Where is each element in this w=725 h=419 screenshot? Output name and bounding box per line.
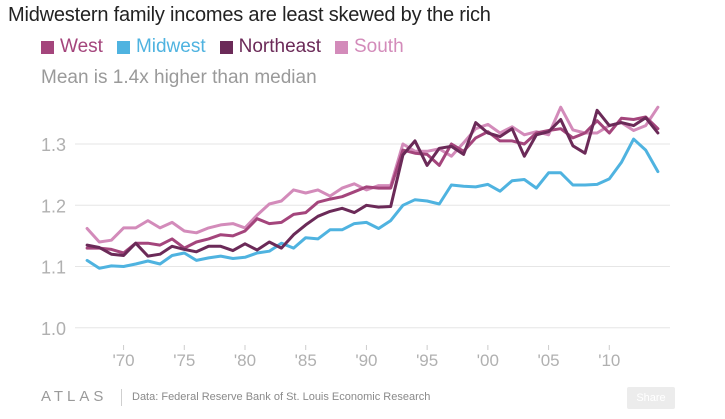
x-tick-label: '80 (234, 351, 256, 370)
series-line-midwest (85, 137, 660, 270)
y-tick-label: 1.0 (41, 319, 66, 339)
x-tick-label: '95 (416, 351, 438, 370)
legend-item-northeast[interactable]: Northeast (219, 36, 321, 58)
y-tick-label: 1.1 (41, 258, 66, 278)
legend-swatch-west (41, 40, 54, 54)
series-line-south (85, 105, 660, 244)
legend-item-midwest[interactable]: Midwest (116, 36, 206, 58)
x-tick-label: '75 (173, 351, 195, 370)
chart-subtitle: Mean is 1.4x higher than median (41, 67, 317, 88)
y-tick-label: 1.3 (41, 135, 66, 155)
series-line-west (85, 115, 660, 255)
legend-swatch-northeast (219, 40, 233, 54)
x-tick-label: '00 (477, 351, 499, 370)
legend-item-south[interactable]: South (335, 36, 404, 58)
x-tick-label: '85 (295, 351, 317, 370)
legend: West Midwest Northeast South (41, 36, 404, 58)
footer-divider (121, 389, 122, 406)
x-tick-label: '70 (112, 351, 134, 370)
legend-label-south: South (354, 36, 404, 57)
y-tick-label: 1.2 (41, 196, 66, 216)
footer: ATLAS Data: Federal Reserve Bank of St. … (0, 383, 725, 413)
x-tick-label: '10 (598, 351, 620, 370)
series-line-northeast (85, 108, 660, 258)
legend-swatch-south (335, 40, 348, 54)
share-button[interactable]: Share (627, 387, 675, 409)
source-note: Data: Federal Reserve Bank of St. Louis … (132, 391, 431, 403)
legend-label-midwest: Midwest (135, 36, 206, 57)
atlas-logo[interactable]: ATLAS (41, 388, 108, 405)
chart-title: Midwestern family incomes are least skew… (8, 4, 491, 26)
x-tick-label: '05 (537, 351, 559, 370)
legend-label-northeast: Northeast (238, 36, 321, 57)
legend-swatch-midwest (116, 40, 130, 54)
x-tick-label: '90 (355, 351, 377, 370)
legend-label-west: West (60, 36, 103, 57)
legend-item-west[interactable]: West (41, 36, 103, 58)
